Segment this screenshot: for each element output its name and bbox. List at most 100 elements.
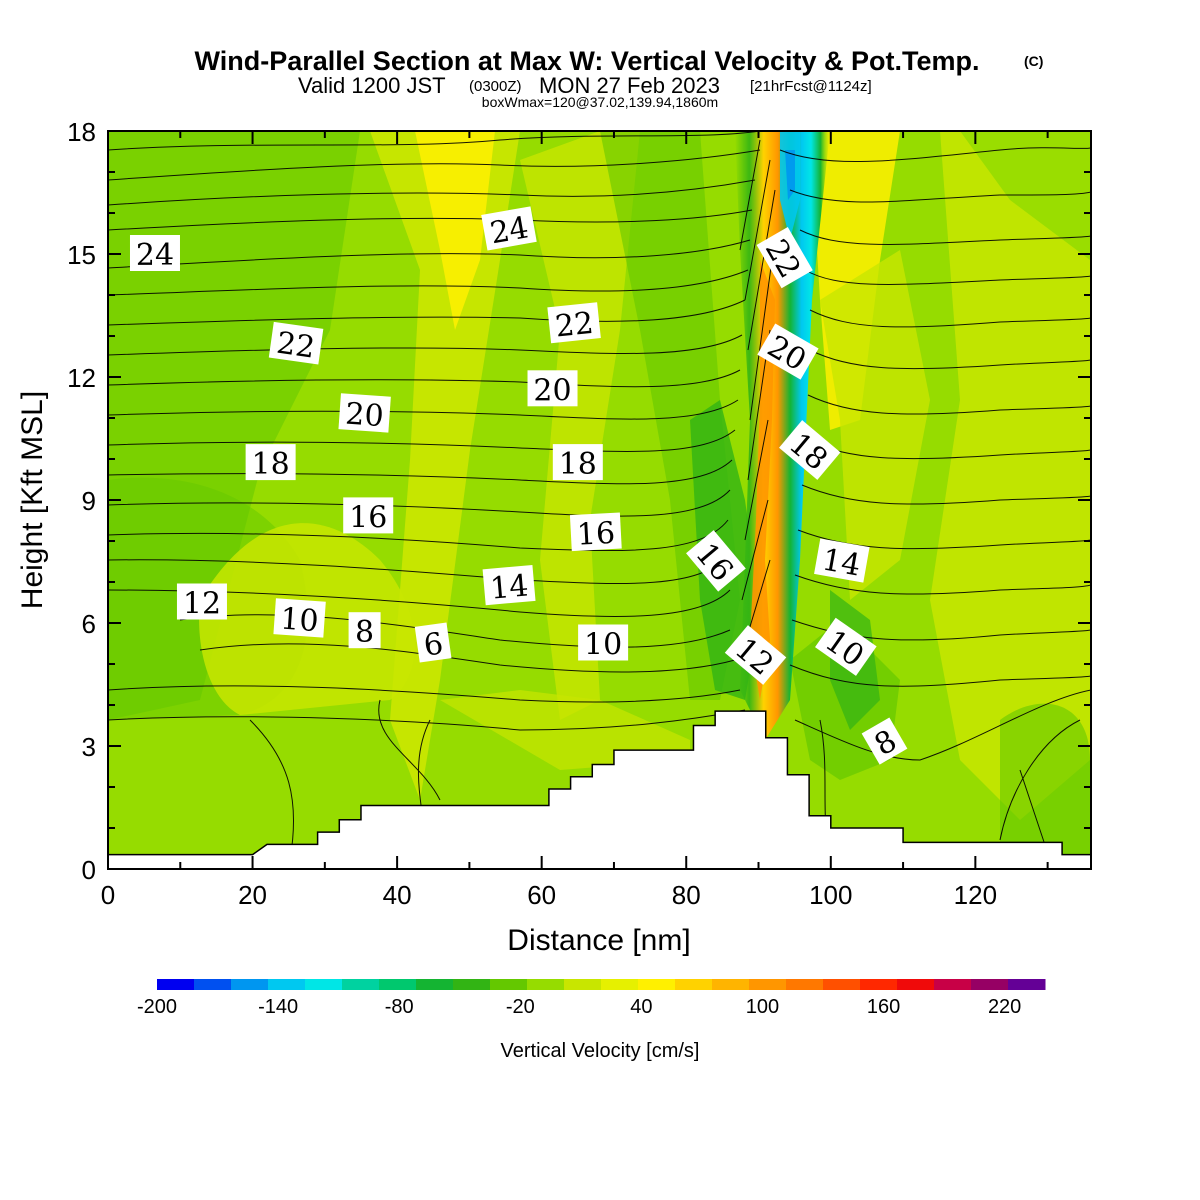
- svg-text:(0300Z): (0300Z): [469, 78, 522, 95]
- colorbar-swatch: [379, 979, 417, 990]
- theta-contours: [108, 131, 1091, 861]
- theta-label-text: 18: [252, 447, 290, 482]
- colorbar-swatch: [490, 979, 528, 990]
- theta-label: 18: [552, 444, 603, 482]
- colorbar-tick-label: 220: [988, 996, 1021, 1018]
- y-tick-label: 3: [82, 732, 96, 762]
- box-info-subtitle: boxWmax=120@37.02,139.94,1860m: [482, 94, 718, 110]
- colorbar-tick-label: 100: [746, 996, 779, 1018]
- theta-label: 16: [569, 512, 622, 553]
- colorbar-swatch: [305, 979, 343, 990]
- colorbar-swatch: [194, 979, 232, 990]
- colorbar-swatch: [786, 979, 824, 990]
- y-tick-label: 6: [82, 609, 96, 639]
- colorbar-swatch: [934, 979, 972, 990]
- theta-label-text: 18: [559, 447, 597, 482]
- theta-label: 6: [414, 622, 452, 664]
- colorbar-swatch: [897, 979, 935, 990]
- theta-label: 12: [176, 583, 227, 622]
- y-tick-label: 9: [82, 486, 96, 516]
- theta-label-box: [176, 583, 227, 620]
- updraft-downdraft-stripe: [735, 131, 830, 740]
- svg-text:[21hrFcst@1124z]: [21hrFcst@1124z]: [750, 78, 872, 95]
- colorbar-tick-labels: -200 -140 -80 -20 40 100 160 220: [137, 996, 1021, 1018]
- colorbar-tick-label: -200: [137, 996, 177, 1018]
- theta-label-box: [547, 302, 601, 344]
- colorbar-tick-label: 40: [630, 996, 652, 1018]
- theta-label: 8: [861, 717, 908, 765]
- theta-label: 18: [245, 444, 296, 482]
- theta-label-box: [757, 323, 819, 380]
- x-tick-label: 80: [672, 880, 701, 910]
- theta-label-text: 22: [274, 326, 317, 366]
- theta-label-box: [578, 624, 629, 661]
- theta-label-text: 24: [136, 238, 174, 273]
- theta-label-box: [756, 226, 813, 289]
- y-tick-label: 12: [67, 363, 96, 393]
- theta-label-box: [861, 717, 908, 765]
- colorbar-swatch: [453, 979, 491, 990]
- colorbar-tick-label: -20: [506, 996, 535, 1018]
- theta-label-text: 24: [488, 210, 532, 251]
- y-tick-label: 15: [67, 240, 96, 270]
- x-tick-label: 120: [954, 880, 997, 910]
- theta-label: 14: [814, 538, 870, 584]
- theta-label-box: [245, 444, 296, 481]
- svg-text:Valid 1200 JST: Valid 1200 JST: [298, 73, 446, 98]
- colorbar-swatch: [268, 979, 306, 990]
- y-axis-label: Height [Kft MSL]: [16, 391, 49, 609]
- theta-label: 14: [482, 564, 536, 607]
- x-tick-label: 0: [101, 880, 115, 910]
- colorbar-swatch: [601, 979, 639, 990]
- theta-label-text: 22: [554, 306, 596, 345]
- theta-label-box: [414, 622, 452, 663]
- theta-label-text: 20: [533, 373, 571, 408]
- theta-label: 20: [338, 393, 391, 434]
- y-axis-tick-labels: 0 3 6 9 12 15 18: [67, 117, 96, 885]
- colorbar-tick-label: -80: [385, 996, 414, 1018]
- theta-label-text: 14: [820, 542, 864, 583]
- x-axis-label: Distance [nm]: [507, 924, 690, 957]
- theta-label-box: [814, 538, 870, 583]
- theta-label: 16: [343, 497, 394, 535]
- theta-label-box: [348, 612, 381, 649]
- theta-label-text: 10: [279, 602, 320, 640]
- theta-label-box: [273, 598, 326, 638]
- theta-label-text: 20: [344, 397, 385, 435]
- theta-label-box: [482, 564, 536, 606]
- x-tick-label: 60: [527, 880, 556, 910]
- svg-text:MON 27 Feb 2023: MON 27 Feb 2023: [539, 73, 720, 98]
- theta-label: 20: [527, 370, 578, 408]
- theta-label-text: 8: [355, 615, 374, 650]
- colorbar-swatch: [231, 979, 269, 990]
- theta-label: 10: [273, 598, 326, 639]
- theta-label-box: [686, 530, 746, 592]
- theta-label: 24: [129, 235, 180, 273]
- theta-label-box: [268, 321, 324, 365]
- copyright-mark: (C): [1024, 53, 1043, 69]
- colorbar: [157, 979, 1046, 990]
- x-tick-label: 20: [238, 880, 267, 910]
- theta-label-box: [779, 420, 841, 480]
- terrain-mask: [108, 710, 1091, 869]
- colorbar-swatch: [564, 979, 602, 990]
- colorbar-swatch: [527, 979, 565, 990]
- y-tick-label: 18: [67, 117, 96, 147]
- theta-label: 10: [578, 624, 629, 663]
- theta-label-text: 16: [576, 516, 616, 553]
- colorbar-swatch: [860, 979, 898, 990]
- theta-label-box: [815, 617, 877, 676]
- theta-label-box: [338, 393, 391, 433]
- theta-label-box: [552, 444, 603, 481]
- valid-time-line: Valid 1200 JST (0300Z) MON 27 Feb 2023 […: [298, 73, 872, 98]
- theta-label: 22: [547, 302, 601, 345]
- colorbar-swatch: [749, 979, 787, 990]
- x-tick-label: 100: [809, 880, 852, 910]
- theta-label-box: [129, 235, 180, 271]
- theta-label-text: 16: [349, 500, 387, 535]
- theta-label-box: [481, 206, 537, 251]
- colorbar-swatch: [712, 979, 750, 990]
- colorbar-swatch: [416, 979, 454, 990]
